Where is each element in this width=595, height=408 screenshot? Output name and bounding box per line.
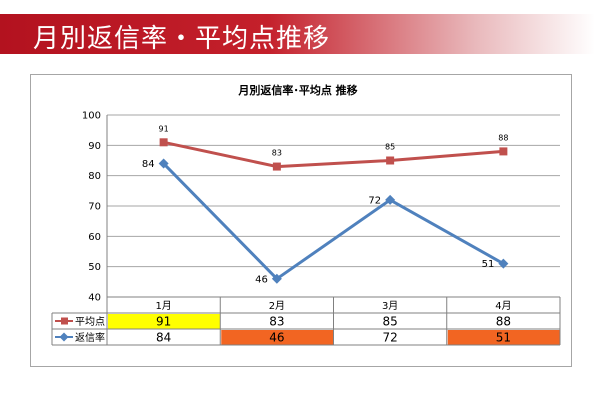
table-cell-highlight <box>108 314 221 329</box>
y-tick-label: 70 <box>88 202 101 213</box>
table-value: 85 <box>382 315 397 329</box>
y-tick-label: 40 <box>88 293 101 304</box>
chart-title: 月別返信率･平均点 推移 <box>237 83 357 97</box>
data-point <box>385 194 396 205</box>
title-banner: 月別返信率・平均点推移 <box>0 14 595 54</box>
table-cell-highlight <box>447 330 560 345</box>
y-tick-label: 50 <box>88 262 101 273</box>
data-point <box>272 162 281 171</box>
y-tick-label: 80 <box>88 171 101 182</box>
data-point <box>498 258 509 269</box>
table-value: 51 <box>496 331 511 345</box>
y-tick-label: 60 <box>88 232 101 243</box>
table-value: 83 <box>269 315 284 329</box>
legend-key-marker <box>59 332 69 342</box>
table-value: 88 <box>496 315 511 329</box>
data-label: 46 <box>255 274 268 285</box>
table-value: 91 <box>156 315 171 329</box>
data-label: 72 <box>368 195 381 206</box>
x-category-label: 4月 <box>495 300 511 312</box>
table-value: 84 <box>156 331 171 345</box>
data-label: 88 <box>498 133 508 142</box>
data-point <box>158 158 169 169</box>
legend-series-name: 平均点 <box>75 316 105 328</box>
y-tick-label: 90 <box>88 141 101 152</box>
table-value: 46 <box>269 331 284 345</box>
data-point <box>499 147 508 156</box>
data-point <box>271 273 282 284</box>
series-line <box>163 140 504 169</box>
series-line <box>162 162 505 281</box>
data-label: 85 <box>385 143 395 152</box>
table-value: 72 <box>382 331 397 345</box>
data-point <box>386 156 395 165</box>
x-category-label: 1月 <box>155 300 171 312</box>
data-label: 51 <box>482 259 495 270</box>
page-title: 月別返信率・平均点推移 <box>33 24 331 54</box>
table-cell-highlight <box>221 330 334 345</box>
x-category-label: 2月 <box>269 300 285 312</box>
legend-series-name: 返信率 <box>75 331 105 344</box>
data-label: 83 <box>272 149 282 158</box>
data-label: 91 <box>159 124 169 133</box>
data-point <box>159 138 168 147</box>
x-category-label: 3月 <box>382 300 398 312</box>
legend-key-marker <box>61 317 68 325</box>
y-tick-label: 100 <box>82 111 101 122</box>
data-label: 84 <box>142 159 155 170</box>
